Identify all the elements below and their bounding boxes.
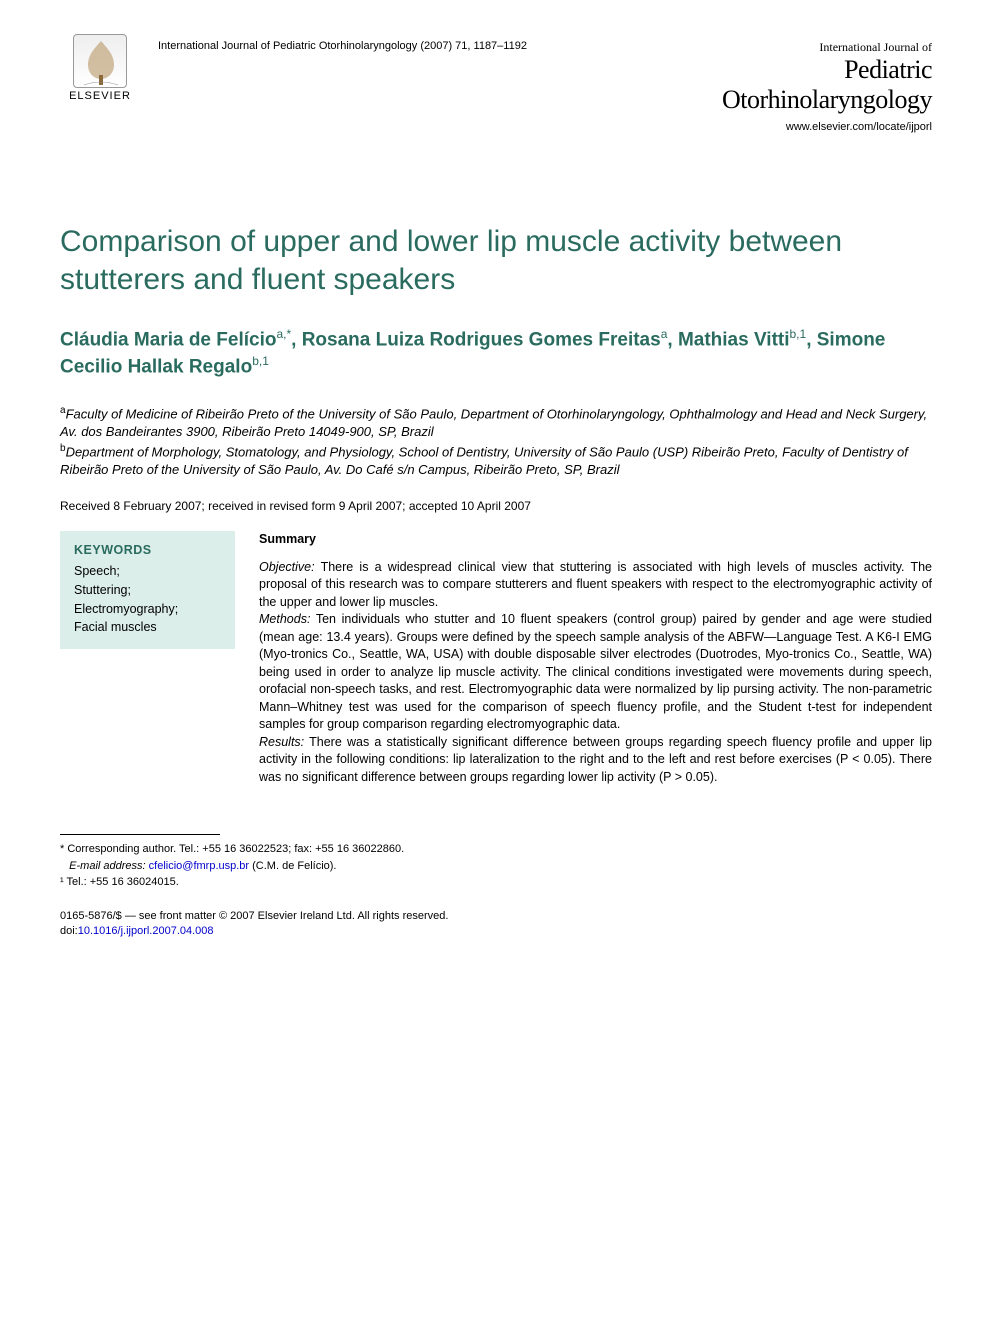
- summary-objective: Objective: There is a widespread clinica…: [259, 559, 932, 612]
- journal-url: www.elsevier.com/locate/ijporl: [722, 121, 932, 133]
- journal-logo-line1: Pediatric: [722, 55, 932, 85]
- author-sup: b,1: [790, 327, 807, 341]
- summary: Summary Objective: There is a widespread…: [259, 531, 932, 786]
- copyright-block: 0165-5876/$ — see front matter © 2007 El…: [60, 909, 932, 940]
- author-sup: b,1: [252, 354, 269, 368]
- email-line: E-mail address: cfelicio@fmrp.usp.br (C.…: [60, 858, 932, 875]
- affil-text: Department of Morphology, Stomatology, a…: [60, 444, 908, 477]
- objective-label: Objective:: [259, 560, 315, 574]
- email-tail: (C.M. de Felício).: [249, 860, 336, 872]
- keywords-heading: KEYWORDS: [74, 541, 221, 560]
- corresponding-author: * Corresponding author. Tel.: +55 16 360…: [60, 841, 932, 858]
- elsevier-label: ELSEVIER: [69, 90, 131, 102]
- keywords-box: KEYWORDS Speech; Stuttering; Electromyog…: [60, 531, 235, 649]
- journal-citation: International Journal of Pediatric Otorh…: [158, 40, 527, 52]
- email-link[interactable]: cfelicio@fmrp.usp.br: [149, 860, 249, 872]
- footnotes: * Corresponding author. Tel.: +55 16 360…: [60, 841, 932, 891]
- doi-label: doi:: [60, 925, 78, 937]
- results-label: Results:: [259, 735, 304, 749]
- doi-link[interactable]: 10.1016/j.ijporl.2007.04.008: [78, 925, 214, 937]
- affiliation-b: bDepartment of Morphology, Stomatology, …: [60, 442, 932, 480]
- article-dates: Received 8 February 2007; received in re…: [60, 499, 932, 513]
- keyword-item: Speech;: [74, 562, 221, 581]
- methods-text: Ten individuals who stutter and 10 fluen…: [259, 612, 932, 731]
- author-name: Mathias Vitti: [678, 329, 790, 350]
- journal-logo: International Journal of Pediatric Otorh…: [722, 40, 932, 115]
- keyword-item: Stuttering;: [74, 581, 221, 600]
- affil-text: Faculty of Medicine of Ribeirão Preto of…: [60, 406, 927, 439]
- affiliations: aFaculty of Medicine of Ribeirão Preto o…: [60, 404, 932, 479]
- abstract-row: KEYWORDS Speech; Stuttering; Electromyog…: [60, 531, 932, 786]
- objective-text: There is a widespread clinical view that…: [259, 560, 932, 609]
- author-name: Cláudia Maria de Felício: [60, 329, 276, 350]
- author-list: Cláudia Maria de Felícioa,*, Rosana Luiz…: [60, 326, 932, 380]
- journal-logo-line2: Otorhinolaryngology: [722, 85, 932, 115]
- footnote-tel: ¹ Tel.: +55 16 36024015.: [60, 874, 932, 891]
- elsevier-tree-icon: [73, 34, 127, 88]
- author-name: Rosana Luiza Rodrigues Gomes Freitas: [302, 329, 661, 350]
- affiliation-a: aFaculty of Medicine of Ribeirão Preto o…: [60, 404, 932, 442]
- page-header: ELSEVIER International Journal of Pediat…: [60, 40, 932, 133]
- summary-results: Results: There was a statistically signi…: [259, 734, 932, 787]
- journal-logo-small: International Journal of: [722, 40, 932, 55]
- elsevier-logo: ELSEVIER: [60, 34, 140, 102]
- keyword-item: Electromyography;: [74, 600, 221, 619]
- results-text: There was a statistically significant di…: [259, 735, 932, 784]
- doi-line: doi:10.1016/j.ijporl.2007.04.008: [60, 924, 932, 939]
- email-label: E-mail address:: [69, 860, 145, 872]
- article-title: Comparison of upper and lower lip muscle…: [60, 223, 932, 298]
- author-sup: a: [661, 327, 668, 341]
- summary-heading: Summary: [259, 531, 932, 549]
- methods-label: Methods:: [259, 612, 310, 626]
- footnote-separator: [60, 834, 220, 835]
- copyright-line: 0165-5876/$ — see front matter © 2007 El…: [60, 909, 932, 924]
- author-sup: a,*: [276, 327, 291, 341]
- summary-methods: Methods: Ten individuals who stutter and…: [259, 611, 932, 734]
- keyword-item: Facial muscles: [74, 618, 221, 637]
